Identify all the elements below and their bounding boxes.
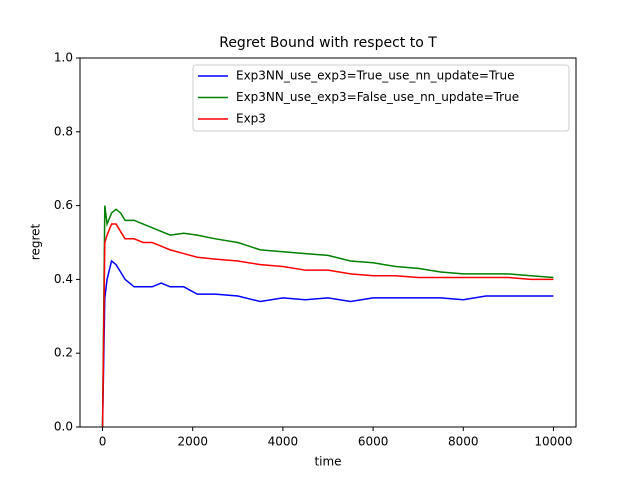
y-tick-label: 0.4 [54,272,73,286]
legend-label: Exp3NN_use_exp3=True_use_nn_update=True [236,69,514,83]
x-tick-label: 4000 [268,435,299,449]
x-axis-label: time [314,455,341,469]
x-tick-label: 0 [99,435,107,449]
x-tick-label: 8000 [448,435,479,449]
y-tick-label: 0.2 [54,346,73,360]
y-tick-label: 0.8 [54,124,73,138]
x-tick-label: 10000 [534,435,572,449]
y-tick-label: 0.0 [54,420,73,434]
y-axis-label: regret [29,223,43,260]
legend-box [192,64,570,132]
y-tick-label: 1.0 [54,51,73,65]
legend-label: Exp3 [236,112,266,126]
x-tick-label: 6000 [358,435,389,449]
line-series [101,223,554,428]
line-series [101,259,554,428]
axes-frame [79,57,577,428]
legend-label: Exp3NN_use_exp3=False_use_nn_update=True [236,90,519,104]
y-tick-label: 0.6 [54,198,73,212]
x-tick-label: 2000 [177,435,208,449]
chart-title: Regret Bound with respect to T [219,35,437,51]
line-series [101,205,554,428]
